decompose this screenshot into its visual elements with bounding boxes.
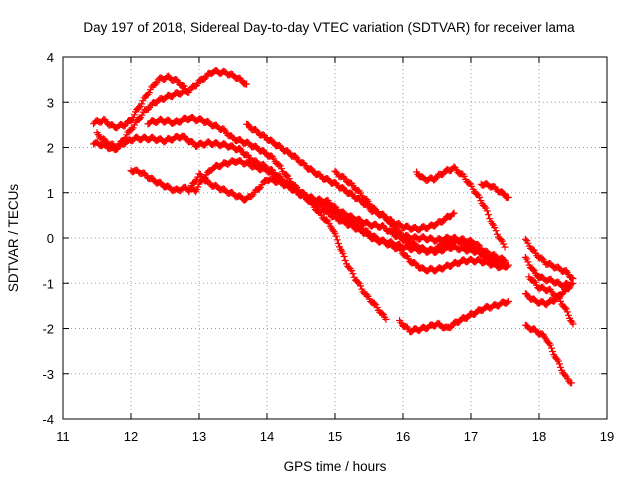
- series-track-13: [521, 253, 577, 291]
- plus-markers: [93, 67, 251, 153]
- x-tick-label: 16: [396, 429, 410, 444]
- y-tick-label: -2: [42, 322, 54, 337]
- series-track-16: [521, 321, 576, 387]
- series-track-8: [331, 167, 509, 265]
- x-tick-label: 15: [328, 429, 342, 444]
- series-track-9: [413, 163, 509, 251]
- plus-markers: [185, 170, 509, 268]
- plus-markers: [331, 167, 509, 265]
- y-tick-label: 3: [47, 95, 54, 110]
- series-track-12: [521, 235, 577, 283]
- series-track-15: [521, 284, 574, 309]
- plus-markers: [90, 72, 189, 132]
- x-tick-label: 19: [600, 429, 614, 444]
- data-points: [90, 67, 577, 387]
- y-axis-label: SDTVAR / TECUs: [6, 184, 21, 293]
- plus-markers: [521, 235, 577, 283]
- x-tick-label: 14: [260, 429, 274, 444]
- y-tick-label: 4: [47, 50, 54, 65]
- series-track-6: [185, 170, 509, 268]
- plus-markers: [521, 284, 574, 309]
- series-track-11: [396, 297, 512, 336]
- x-tick-label: 17: [464, 429, 478, 444]
- y-tick-label: 2: [47, 141, 54, 156]
- y-tick-label: -4: [42, 412, 54, 427]
- plus-markers: [413, 163, 509, 251]
- x-tick-label: 11: [56, 429, 70, 444]
- series-track-10: [477, 180, 512, 202]
- x-tick-label: 13: [192, 429, 206, 444]
- plus-markers: [521, 253, 577, 291]
- chart-title: Day 197 of 2018, Sidereal Day-to-day VTE…: [83, 20, 575, 35]
- x-tick-label: 18: [532, 429, 546, 444]
- plus-markers: [521, 321, 576, 387]
- y-tick-label: -3: [42, 367, 54, 382]
- plus-markers: [396, 297, 512, 336]
- y-tick-label: 0: [47, 231, 54, 246]
- y-tick-label: 1: [47, 186, 54, 201]
- series-track-1: [90, 72, 189, 132]
- series-track-2: [93, 67, 251, 153]
- x-axis-label: GPS time / hours: [284, 459, 387, 474]
- plus-markers: [477, 180, 512, 202]
- x-tick-label: 12: [124, 429, 138, 444]
- y-tick-label: -1: [42, 276, 54, 291]
